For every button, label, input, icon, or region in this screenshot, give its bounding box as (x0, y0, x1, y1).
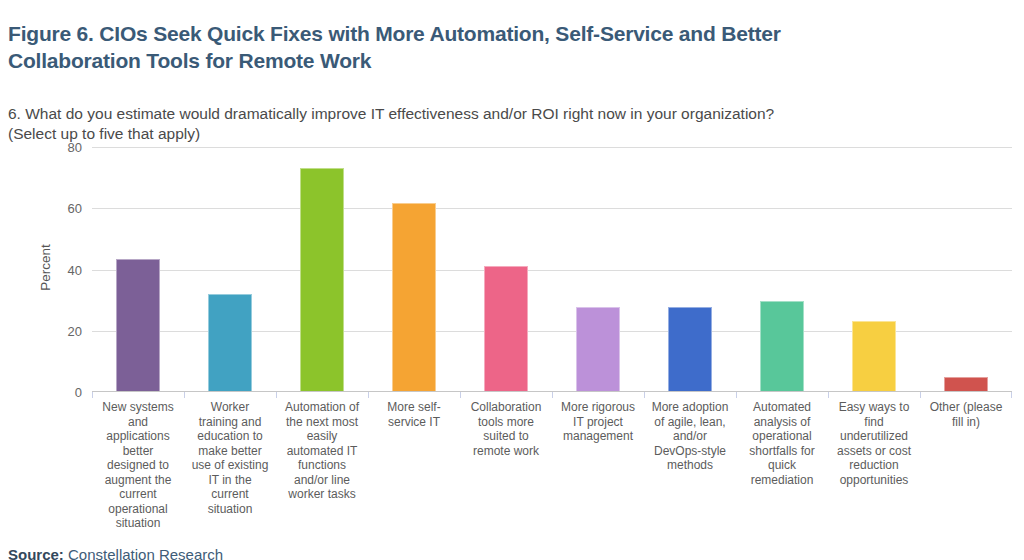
bar-5 (484, 266, 528, 391)
source-value: Constellation Research (68, 546, 223, 560)
category-label-6: More rigorous IT project management (552, 400, 644, 531)
bar-4 (392, 203, 436, 391)
x-axis-tick (460, 392, 461, 398)
x-axis-tick (828, 392, 829, 398)
bar-10 (944, 377, 988, 391)
category-label-3: Automation of the next most easily autom… (276, 400, 368, 531)
y-tick-label-0: 0 (75, 386, 82, 399)
x-axis-tick (920, 392, 921, 398)
y-axis-tick-labels: 020406080 (38, 147, 82, 392)
x-axis-tick (644, 392, 645, 398)
category-label-10: Other (please fill in) (920, 400, 1012, 531)
category-label-2: Worker training and education to make be… (184, 400, 276, 531)
bar-7 (668, 307, 712, 391)
bar-1 (116, 259, 160, 391)
x-axis-labels: New systems and applications better desi… (92, 400, 1012, 531)
x-axis-tick (368, 392, 369, 398)
category-label-1: New systems and applications better desi… (92, 400, 184, 531)
x-axis-tick (552, 392, 553, 398)
x-axis-tick (92, 392, 93, 398)
x-axis-tick (184, 392, 185, 398)
source-line: Source: Constellation Research (8, 546, 223, 560)
bar-3 (300, 168, 344, 391)
category-label-7: More adoption of agile, lean, and/or Dev… (644, 400, 736, 531)
y-tick-label-20: 20 (68, 324, 82, 337)
gridline-60 (92, 208, 1012, 209)
figure-container: Figure 6. CIOs Seek Quick Fixes with Mor… (0, 0, 1024, 560)
x-axis-tick (1011, 392, 1012, 398)
bar-8 (760, 301, 804, 391)
source-label: Source: (8, 546, 64, 560)
category-label-8: Automated analysis of operational shortf… (736, 400, 828, 531)
gridline-40 (92, 270, 1012, 271)
category-label-4: More self- service IT (368, 400, 460, 531)
figure-title: Figure 6. CIOs Seek Quick Fixes with Mor… (8, 20, 781, 74)
bar-6 (576, 307, 620, 391)
y-tick-label-80: 80 (68, 141, 82, 154)
bar-9 (852, 321, 896, 391)
plot-area (92, 147, 1012, 392)
category-label-5: Collaboration tools more suited to remot… (460, 400, 552, 531)
x-axis-tick (736, 392, 737, 398)
category-label-9: Easy ways to find underutilized assets o… (828, 400, 920, 531)
survey-question: 6. What do you estimate would dramatical… (8, 104, 774, 144)
gridline-80 (92, 147, 1012, 148)
y-tick-label-60: 60 (68, 202, 82, 215)
x-axis-tick (276, 392, 277, 398)
y-tick-label-40: 40 (68, 263, 82, 276)
bar-2 (208, 294, 252, 391)
